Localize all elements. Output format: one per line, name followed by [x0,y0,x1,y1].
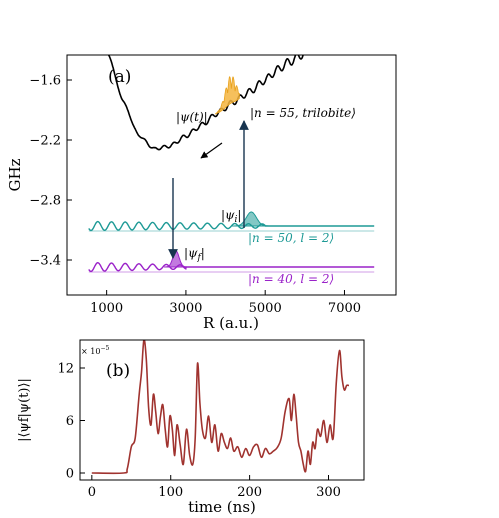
panel-a-ytick-label: −3.4 [29,254,61,269]
panel-b-xtick-label: 100 [158,485,183,500]
panel-b: 0 100 200 300 0 6 12 (b) × 10−5 time (ns) |⟨ψf… [17,339,365,516]
scale-exponent: −5 [100,345,109,352]
psi-f-bar: | [201,246,205,260]
panel-a-xtick-label: 1000 [90,301,123,316]
panel-b-xlabel: time (ns) [188,498,256,516]
annotation-psi-i: |ψi| [221,208,241,225]
panel-b-ytick-label: 0 [66,467,74,482]
panel-a: 1000 3000 5000 7000 −1.6 −2.2 −2.8 −3.4 (a) R (… [6,54,397,332]
panel-b-scale-label: × 10−5 [81,345,109,356]
panel-b-ticks: 0 100 200 300 0 6 12 [57,362,340,501]
panel-a-xtick-label: 3000 [169,301,202,316]
panel-b-ytick-label: 12 [57,362,74,377]
panel-b-ytick-label: 6 [66,414,74,429]
panel-a-ticks: 1000 3000 5000 7000 −1.6 −2.2 −2.8 −3.4 [29,74,361,317]
annotation-ket-55: |n = 55, trilobite⟩ [250,106,356,120]
series-level-40-line [88,262,375,273]
panel-b-xtick-label: 0 [88,485,96,500]
panel-a-ytick-label: −2.8 [29,194,61,209]
panel-b-curves [91,340,350,475]
panel-b-xtick-label: 300 [316,485,341,500]
psi-f-sub: f [196,253,202,263]
series-trilobite-line [107,55,304,151]
psi-i-bar: | [237,208,241,222]
panel-a-xlabel: R (a.u.) [203,314,259,332]
ket-55-word: trilobite [302,106,351,120]
psi-f-main: |ψ [184,246,198,260]
panel-a-ytick-label: −1.6 [29,74,61,89]
panel-a-xtick-label: 5000 [249,301,282,316]
psi-i-main: |ψ [221,208,235,222]
annotation-ket-40: |n = 40, l = 2⟩ [248,272,334,286]
panel-a-curves [88,55,375,273]
ket-55-suffix: ⟩ [350,106,356,120]
panel-a-xtick-label: 7000 [328,301,361,316]
panel-b-xtick-label: 200 [237,485,262,500]
panel-a-ytick-label: −2.2 [29,134,61,149]
wavepacket-psi-i [231,211,272,227]
panel-b-label: (b) [106,361,130,381]
panel-a-label: (a) [108,67,131,87]
series-overlap-line [91,340,350,475]
panel-b-frame [79,339,365,481]
wavepacket-psi-t [215,76,240,115]
arrow-wavepacket-motion [200,142,223,159]
annotation-psi-f: |ψf| [184,246,205,263]
annotation-ket-50: |n = 50, l = 2⟩ [248,231,334,245]
ket-55-prefix: |n = 55, [250,106,302,120]
panel-b-ylabel: |⟨ψf|ψ(t)⟩| [17,378,32,442]
annotation-psi-t: |ψ(t)| [176,110,208,124]
psi-i-sub: i [234,215,237,225]
panel-a-ylabel: GHz [6,158,24,191]
panel-a-decorations [164,76,272,268]
scale-base: × 10 [81,347,100,356]
panel-a-frame [66,54,397,296]
